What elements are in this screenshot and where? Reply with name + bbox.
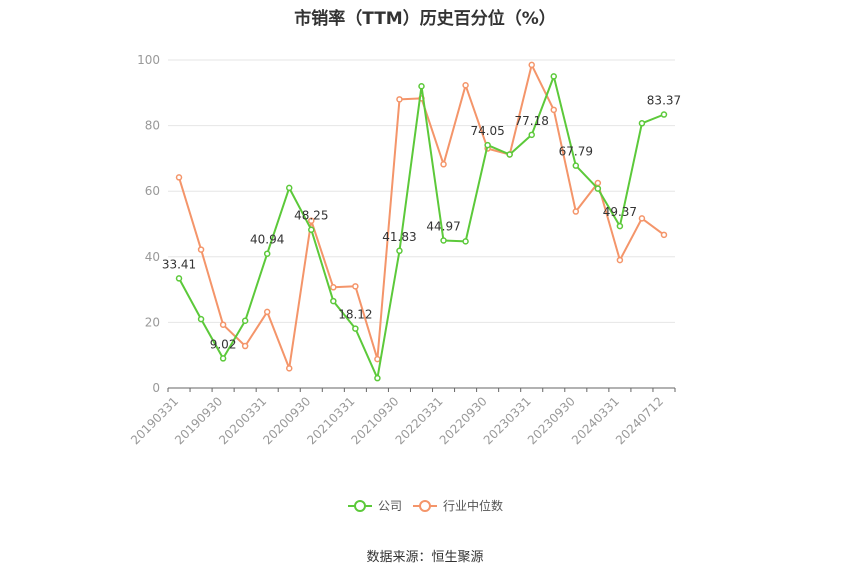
data-label: 49.37 <box>603 205 637 219</box>
legend-swatch-marker <box>354 500 366 512</box>
y-tick-label: 40 <box>145 250 160 264</box>
data-point <box>506 151 513 158</box>
data-point <box>660 111 668 118</box>
y-tick-label: 20 <box>145 315 160 329</box>
series-layer <box>175 61 668 382</box>
data-point <box>396 247 403 255</box>
y-axis-ticks: 0 20 40 60 80 100 <box>137 53 160 395</box>
data-point <box>616 222 624 230</box>
data-point <box>550 106 558 114</box>
data-point <box>197 246 205 253</box>
y-tick-label: 80 <box>145 119 160 133</box>
data-point <box>197 315 205 323</box>
data-point <box>638 215 646 222</box>
data-point <box>440 237 447 244</box>
data-point <box>572 162 580 169</box>
data-labels: 33.41 9.02 40.94 48.25 18.12 41.83 44.97 74.05 7… <box>162 94 681 352</box>
data-point <box>219 355 227 362</box>
data-point <box>219 321 227 328</box>
y-tick-label: 100 <box>137 53 160 67</box>
data-point <box>594 185 602 192</box>
legend[interactable]: 公司 行业中位数 <box>348 498 503 513</box>
legend-item-1[interactable]: 行业中位数 <box>413 498 503 513</box>
data-point <box>528 131 535 139</box>
data-point <box>616 256 624 264</box>
data-point <box>175 275 183 282</box>
data-point <box>308 226 315 233</box>
data-label: 33.41 <box>162 257 196 271</box>
data-point <box>330 297 337 305</box>
data-point <box>594 179 602 187</box>
series-line-0 <box>178 75 665 380</box>
data-point <box>241 342 249 350</box>
data-point <box>660 231 668 239</box>
data-point <box>263 308 271 316</box>
data-label: 67.79 <box>559 145 593 159</box>
data-label: 9.02 <box>210 337 237 351</box>
y-tick-label: 0 <box>152 381 160 395</box>
data-point <box>374 355 381 363</box>
data-point <box>484 141 491 149</box>
data-label: 40.94 <box>250 233 284 247</box>
source-note: 数据来源：恒生聚源 <box>366 550 484 565</box>
data-label: 77.18 <box>515 114 549 128</box>
data-point <box>285 365 293 372</box>
data-point <box>440 161 447 168</box>
data-point <box>572 208 580 215</box>
data-point <box>352 325 359 332</box>
legend-item-0[interactable]: 公司 <box>348 499 402 513</box>
data-point <box>462 238 469 245</box>
data-point <box>285 184 293 192</box>
data-point <box>374 374 381 382</box>
data-label: 74.05 <box>470 124 504 138</box>
data-point <box>330 284 337 291</box>
data-point <box>418 82 425 90</box>
data-point <box>308 217 315 224</box>
y-tick-label: 60 <box>145 184 160 198</box>
data-point <box>352 283 359 290</box>
x-axis: 2019033120190930202003312020093020210331… <box>128 387 676 447</box>
legend-label: 行业中位数 <box>443 498 503 513</box>
data-point <box>396 96 403 103</box>
data-point <box>241 317 249 325</box>
data-label: 83.37 <box>647 94 681 108</box>
data-label: 44.97 <box>426 219 460 233</box>
data-label: 48.25 <box>294 209 328 223</box>
chart-title: 市销率（TTM）历史百分位（%） <box>294 9 556 29</box>
x-tick-label: 20240712 <box>613 394 666 447</box>
legend-swatch-marker <box>419 500 431 512</box>
legend-label: 公司 <box>378 499 402 513</box>
data-point <box>175 174 183 181</box>
data-point <box>550 73 558 80</box>
data-point <box>263 250 271 257</box>
data-point <box>638 120 646 127</box>
data-point <box>462 82 469 89</box>
data-point <box>528 61 535 69</box>
data-label: 18.12 <box>338 308 372 322</box>
data-label: 41.83 <box>382 230 416 244</box>
